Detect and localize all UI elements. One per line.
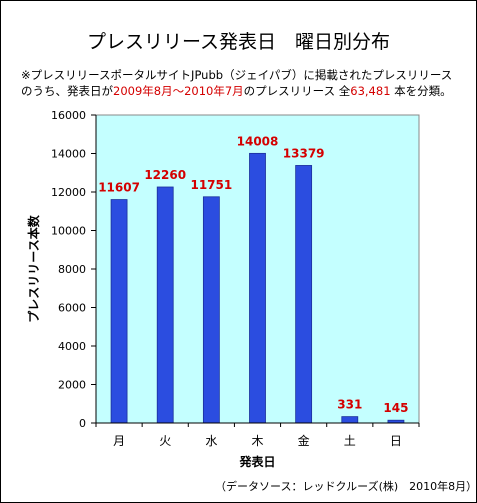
x-tick-label: 木 (251, 434, 263, 448)
value-labels: 11607 12260 11751 14008 13379 331 145 (98, 134, 408, 415)
bar (295, 165, 313, 424)
data-source-note: （データソース：レッドクルーズ(株) 2010年8月） (215, 480, 477, 493)
x-axis-labels: 月火水木金土日 (95, 423, 420, 448)
bar (202, 196, 220, 424)
bar-chart: 0 2000 4000 6000 8000 10000 12000 14000 16000 11… (26, 109, 420, 469)
y-tick-label: 2000 (58, 379, 86, 392)
x-tick-label: 水 (205, 434, 217, 448)
y-axis-title: プレスリリース本数 (26, 214, 41, 322)
note-line-2-a: のうち、発表日が (21, 84, 113, 98)
bar (110, 199, 128, 424)
value-label: 12260 (144, 168, 186, 182)
y-tick-label: 16000 (51, 109, 86, 122)
value-label: 331 (337, 398, 362, 412)
x-tick-label: 金 (298, 433, 310, 448)
value-label: 145 (383, 401, 408, 415)
note-total: 63,481 (350, 84, 391, 98)
x-axis-title: 発表日 (238, 454, 275, 469)
chart-title: プレスリリース発表日 曜日別分布 (86, 31, 391, 53)
x-tick-label: 火 (159, 434, 171, 448)
x-tick-label: 土 (344, 434, 356, 448)
note-line-2: のうち、発表日が2009年8月～2010年7月のプレスリリース 全63,481 … (21, 83, 452, 99)
value-label: 14008 (237, 134, 279, 148)
y-tick-label: 12000 (51, 186, 86, 199)
note-line-2-c: 本を分類。 (390, 84, 452, 98)
bars (110, 152, 405, 424)
value-label: 13379 (283, 146, 325, 160)
y-tick-label: 4000 (58, 340, 86, 353)
y-tick-label: 6000 (58, 302, 86, 315)
y-tick-label: 10000 (51, 225, 86, 238)
y-tick-label: 14000 (51, 148, 86, 161)
bar (156, 186, 174, 424)
y-tick-label: 0 (79, 417, 86, 430)
bar (341, 416, 359, 424)
y-axis-ticks: 0 2000 4000 6000 8000 10000 12000 14000 16000 (51, 109, 96, 430)
value-label: 11607 (98, 181, 140, 195)
note-date-range: 2009年8月～2010年7月 (113, 84, 244, 98)
y-tick-label: 8000 (58, 263, 86, 276)
x-tick-label: 日 (390, 434, 402, 448)
bar (249, 152, 266, 424)
note-line-1: ※プレスリリースポータルサイトJPubb（ジェイパブ）に掲載されたプレスリリース (21, 68, 453, 82)
x-tick-label: 月 (113, 434, 125, 448)
value-label: 11751 (190, 178, 232, 192)
note-line-2-b: のプレスリリース 全 (243, 84, 351, 98)
